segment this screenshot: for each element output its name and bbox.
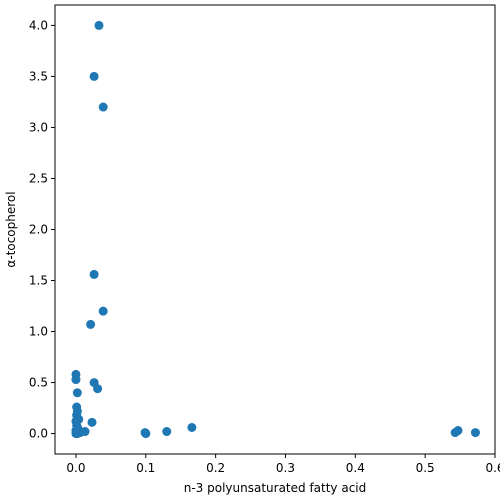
x-axis-label: n-3 polyunsaturated fatty acid: [184, 481, 367, 495]
y-tick-label-2: 1.0: [29, 325, 48, 339]
data-point-10: [72, 388, 82, 398]
y-tick-label-8: 4.0: [29, 18, 48, 32]
data-point-29: [453, 426, 463, 436]
data-point-30: [470, 428, 480, 438]
data-point-0: [94, 20, 104, 30]
data-point-7: [71, 375, 81, 385]
data-point-26: [162, 427, 172, 437]
data-point-5: [86, 319, 96, 329]
y-tick-label-0: 0.0: [29, 427, 48, 441]
x-tick-label-3: 0.3: [276, 461, 295, 475]
data-point-9: [93, 384, 103, 394]
x-tick-label-5: 0.5: [416, 461, 435, 475]
y-tick-label-3: 1.5: [29, 274, 48, 288]
y-axis: 0.0 0.5 1.0 1.5 2.0 2.5 3.0 3.5 4.0: [29, 18, 55, 441]
data-point-27: [187, 422, 197, 432]
plot-frame: [54, 4, 496, 455]
y-tick-label-1: 0.5: [29, 376, 48, 390]
x-tick-label-2: 0.2: [206, 461, 225, 475]
points-layer: [71, 20, 480, 439]
data-point-23: [71, 429, 81, 439]
x-tick-label-4: 0.4: [346, 461, 365, 475]
y-tick-label-5: 2.5: [29, 171, 48, 185]
y-tick-label-7: 3.5: [29, 69, 48, 83]
data-point-16: [87, 417, 97, 427]
data-point-3: [89, 269, 99, 279]
y-tick-label-6: 3.0: [29, 120, 48, 134]
data-point-25: [140, 428, 150, 438]
x-tick-label-6: 0.6: [485, 461, 500, 475]
x-tick-label-0: 0.0: [66, 461, 85, 475]
data-point-1: [89, 71, 99, 81]
data-point-4: [98, 306, 108, 316]
y-tick-label-4: 2.0: [29, 223, 48, 237]
x-tick-label-1: 0.1: [136, 461, 155, 475]
data-point-2: [98, 102, 108, 112]
y-axis-label: α-tocopherol: [4, 191, 18, 267]
x-axis: 0.0 0.1 0.2 0.3 0.4 0.5 0.6: [66, 454, 500, 475]
